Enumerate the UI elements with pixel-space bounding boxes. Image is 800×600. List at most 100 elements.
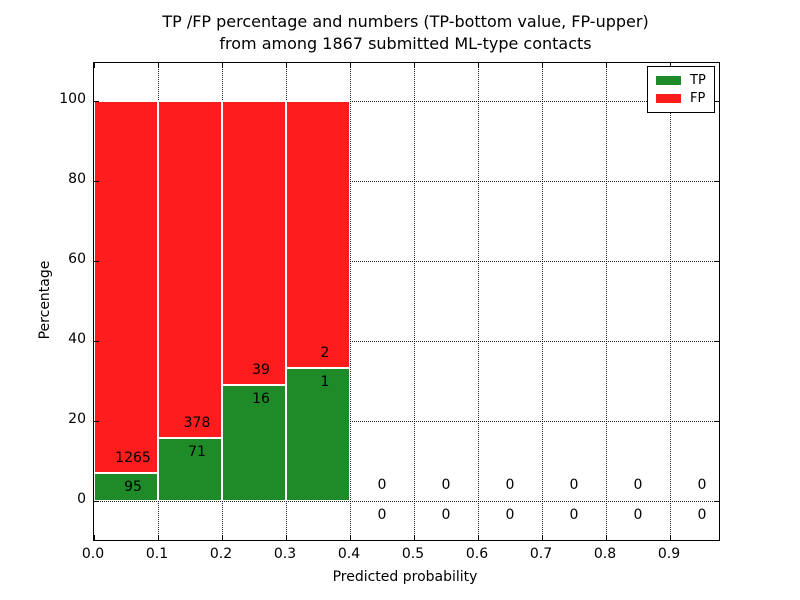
bar-segment-fp [222,101,286,385]
bars-layer [94,63,719,540]
x-tick-mark-top [478,63,479,68]
chart-title-line2: from among 1867 submitted ML-type contac… [219,34,592,53]
x-tick-label: 0.8 [593,546,617,562]
y-tick-label: 20 [68,411,86,427]
x-tick-mark-top [286,63,287,68]
gridline-vertical [670,63,671,540]
fp-count-label: 0 [697,477,707,493]
tp-count-label: 0 [569,507,579,523]
legend-label-fp: FP [690,91,706,107]
x-tick-label: 0.7 [529,546,553,562]
fp-count-label: 378 [183,414,211,431]
fp-count-label: 0 [569,477,579,493]
y-tick-label: 60 [68,251,86,267]
x-tick-mark-top [542,63,543,68]
gridline-horizontal [94,421,719,422]
legend-swatch-tp [656,75,681,85]
x-axis-label: Predicted probability [332,569,478,585]
gridline-vertical [542,63,543,540]
bar-segment-fp [286,101,350,368]
y-tick-label: 100 [59,91,86,107]
x-tick-mark-top [350,63,351,68]
gridline-vertical [414,63,415,540]
y-tick-label: 80 [68,171,86,187]
y-tick-mark-right [714,501,719,502]
x-tick-mark-bottom [158,535,159,540]
gridline-vertical [478,63,479,540]
y-tick-mark-left [94,501,99,502]
y-tick-mark-left [94,181,99,182]
fp-count-label: 0 [377,477,387,493]
y-tick-mark-right [714,341,719,342]
y-tick-mark-right [714,421,719,422]
legend-swatch-fp [656,94,681,104]
fp-count-label: 0 [633,477,643,493]
fp-count-label: 1265 [115,450,151,467]
legend-label-tp: TP [690,72,706,88]
y-tick-label: 0 [77,491,86,507]
bar-segment-tp [222,384,286,501]
x-tick-mark-bottom [286,535,287,540]
gridline-vertical [350,63,351,540]
tp-count-label: 95 [124,479,142,496]
x-tick-mark-top [414,63,415,68]
bar-segment-tp [158,437,222,501]
y-axis-label: Percentage [37,260,53,340]
x-tick-mark-bottom [606,535,607,540]
fp-count-label: 39 [252,361,270,378]
x-tick-mark-bottom [350,535,351,540]
chart-title: TP /FP percentage and numbers (TP-bottom… [93,11,718,55]
legend-item-fp: FP [656,91,706,106]
bar-annotations-layer: 1265 95 378 71 39 16 2 1 0 0 0 0 0 0 0 0 0 0 0 0 [94,63,719,540]
fp-count-label: 2 [320,344,330,361]
x-tick-mark-bottom [94,535,95,540]
x-tick-label: 0.9 [657,546,681,562]
x-tick-label: 0.2 [209,546,233,562]
gridline-vertical [606,63,607,540]
gridline-horizontal [94,101,719,102]
legend-item-tp: TP [656,73,706,88]
tp-count-label: 16 [252,390,270,407]
x-tick-mark-top [158,63,159,68]
x-tick-mark-top [222,63,223,68]
y-tick-mark-left [94,341,99,342]
fp-count-label: 0 [505,477,515,493]
fp-count-label: 0 [441,477,451,493]
gridline-horizontal [94,501,719,502]
tp-count-label: 0 [505,507,515,523]
gridline-horizontal [94,181,719,182]
tp-count-label: 0 [377,507,387,523]
tp-count-label: 1 [320,373,330,390]
y-tick-mark-left [94,261,99,262]
x-tick-mark-bottom [670,535,671,540]
chart-title-line1: TP /FP percentage and numbers (TP-bottom… [162,12,649,31]
x-tick-label: 0.4 [337,546,361,562]
plot-area: 1265 95 378 71 39 16 2 1 0 0 0 0 0 0 0 0 0 0 0 0 TP FP [93,62,720,541]
x-tick-mark-top [94,63,95,68]
x-tick-label: 0.5 [401,546,425,562]
x-tick-mark-bottom [222,535,223,540]
y-tick-mark-left [94,101,99,102]
legend: TP FP [647,66,715,113]
bar-segment-fp [94,101,158,474]
y-tick-mark-left [94,421,99,422]
y-tick-mark-right [714,101,719,102]
bar-segment-fp [158,101,222,438]
x-tick-label: 0.1 [145,546,169,562]
y-tick-mark-right [714,181,719,182]
x-tick-mark-bottom [542,535,543,540]
x-tick-label: 0.0 [81,546,105,562]
gridline-horizontal [94,341,719,342]
y-tick-mark-right [714,261,719,262]
tick-marks-layer [94,63,719,540]
x-tick-mark-bottom [478,535,479,540]
y-tick-label: 40 [68,331,86,347]
gridline-horizontal [94,261,719,262]
x-tick-mark-top [670,63,671,68]
x-tick-mark-bottom [414,535,415,540]
x-tick-mark-top [606,63,607,68]
tp-count-label: 0 [697,507,707,523]
x-tick-label: 0.3 [273,546,297,562]
bar-segment-tp [286,367,350,501]
